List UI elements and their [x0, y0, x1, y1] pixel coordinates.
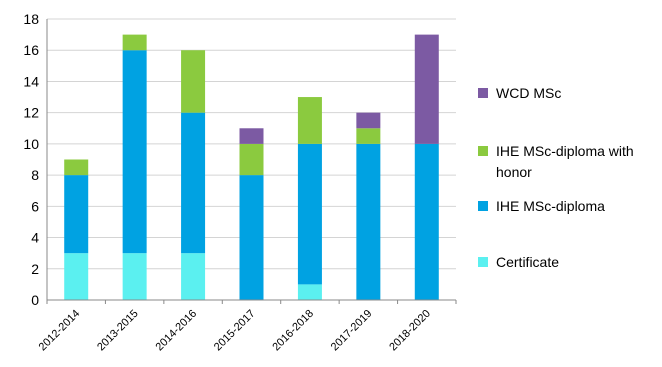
bar-2015-2017-wcd-msc — [239, 128, 264, 144]
bar-2018-2020-wcd-msc — [414, 34, 439, 144]
legend-label-ihe-msc-diploma-with-honor-line-1: IHE MSc-diploma with — [496, 143, 634, 159]
bar-2015-2017-ihe-msc-diploma — [239, 175, 264, 300]
bar-2013-2015-ihe-msc-diploma-with-honor — [122, 34, 147, 51]
y-tick-label-4: 4 — [31, 230, 39, 246]
x-tick-label-2018-2020: 2018-2020 — [387, 308, 433, 354]
x-tick-label-2013-2015: 2013-2015 — [95, 308, 141, 354]
bar-2012-2014-certificate — [64, 253, 89, 300]
y-tick-label-8: 8 — [31, 167, 39, 183]
x-tick-label-2015-2017: 2015-2017 — [212, 308, 258, 354]
bar-2016-2018-ihe-msc-diploma — [297, 143, 322, 285]
bar-2013-2015-certificate — [122, 253, 147, 300]
legend-swatch-ihe-msc-diploma-with-honor — [478, 146, 488, 156]
y-tick-label-6: 6 — [31, 198, 39, 214]
legend-swatch-ihe-msc-diploma — [478, 201, 488, 211]
legend-swatch-certificate — [478, 257, 488, 267]
legend-label-ihe-msc-diploma-with-honor-line-2: honor — [496, 164, 532, 180]
x-axis-ticks: 2012-2014 2013-2015 2014-2016 2015-2017 2016… — [37, 308, 433, 354]
bar-2017-2019-ihe-msc-diploma — [356, 143, 381, 300]
legend-label-certificate: Certificate — [496, 254, 559, 270]
bar-2016-2018-certificate — [297, 284, 322, 300]
x-tick-label-2012-2014: 2012-2014 — [37, 308, 83, 354]
y-tick-label-16: 16 — [23, 42, 39, 58]
bar-2013-2015-ihe-msc-diploma — [122, 50, 147, 254]
y-tick-label-2: 2 — [31, 261, 39, 277]
y-axis-ticks: 0 2 4 6 8 10 12 14 16 18 — [23, 11, 39, 308]
x-tick-label-2017-2019: 2017-2019 — [329, 308, 375, 354]
bar-2014-2016-ihe-msc-diploma-with-honor — [181, 50, 206, 113]
x-tick-label-2016-2018: 2016-2018 — [270, 308, 316, 354]
y-tick-label-18: 18 — [23, 11, 39, 27]
bars — [64, 34, 439, 300]
bar-2014-2016-ihe-msc-diploma — [181, 112, 206, 254]
legend-label-ihe-msc-diploma: IHE MSc-diploma — [496, 198, 605, 214]
x-tick-label-2014-2016: 2014-2016 — [154, 308, 200, 354]
bar-2017-2019-wcd-msc — [356, 112, 381, 129]
bar-2017-2019-ihe-msc-diploma-with-honor — [356, 128, 381, 144]
bar-2012-2014-ihe-msc-diploma — [64, 175, 89, 254]
bar-2016-2018-ihe-msc-diploma-with-honor — [297, 97, 322, 144]
legend: WCD MSc IHE MSc-diploma with honor IHE MSc-… — [478, 85, 634, 270]
axes — [46, 19, 457, 304]
bar-2018-2020-ihe-msc-diploma — [414, 143, 439, 300]
y-tick-label-14: 14 — [23, 73, 39, 89]
legend-swatch-wcd-msc — [478, 88, 488, 98]
legend-label-wcd-msc: WCD MSc — [496, 85, 561, 101]
bar-2014-2016-certificate — [181, 253, 206, 300]
bar-2012-2014-ihe-msc-diploma-with-honor — [64, 159, 89, 176]
bar-2015-2017-ihe-msc-diploma-with-honor — [239, 143, 264, 176]
y-tick-label-12: 12 — [23, 105, 39, 121]
y-tick-label-0: 0 — [31, 292, 39, 308]
y-tick-label-10: 10 — [23, 136, 39, 152]
